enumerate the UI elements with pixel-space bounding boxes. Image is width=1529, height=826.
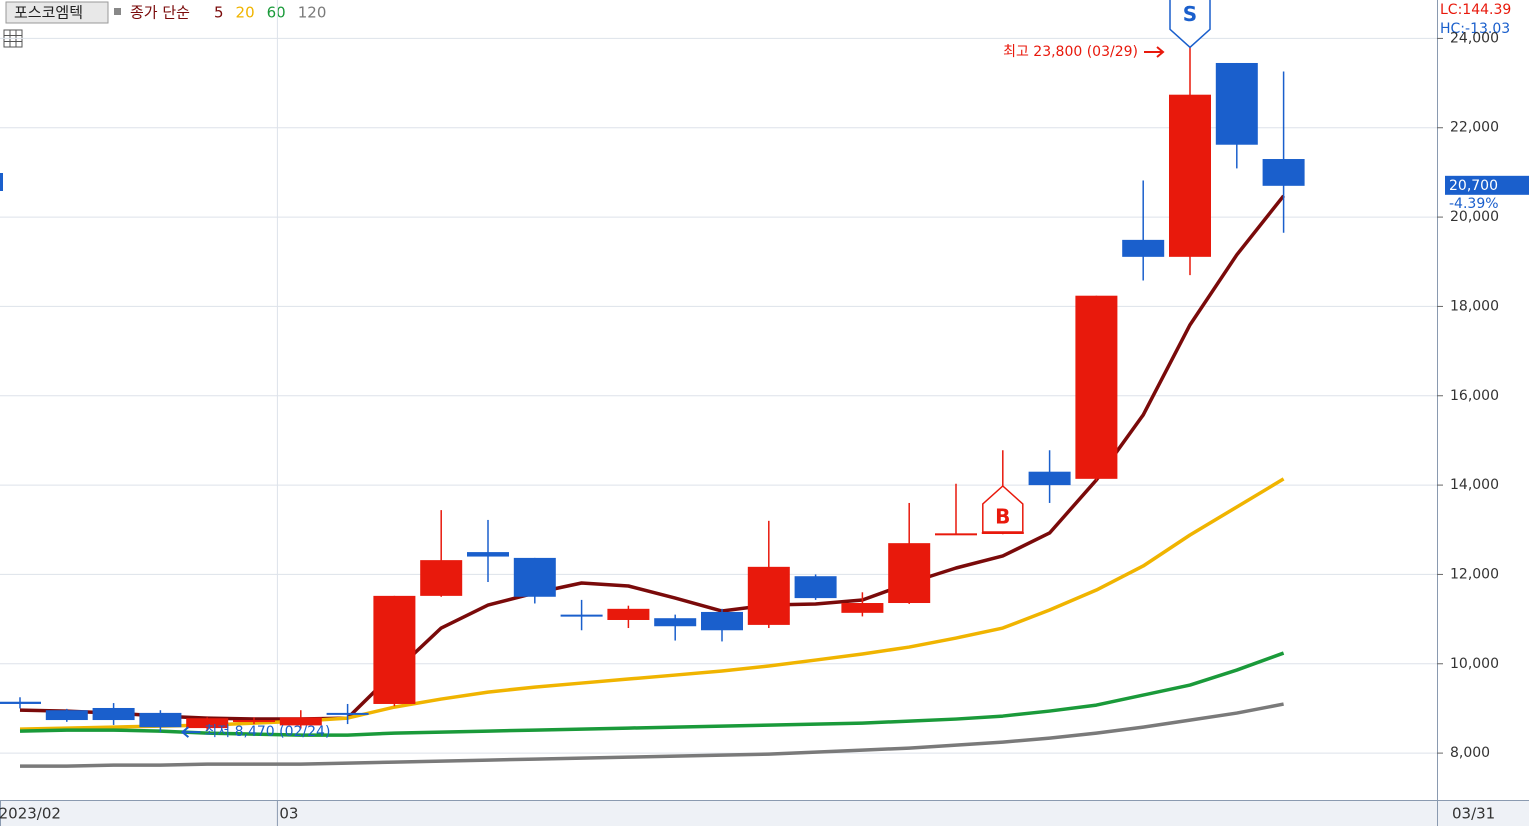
y-tick-label: 20,000 [1450,209,1499,225]
buy-signal-box [982,484,1024,533]
legend-icon [114,8,121,15]
candle-body [1262,159,1305,186]
y-tick-label: 10,000 [1450,656,1499,672]
y-tick-label: 12,000 [1450,566,1499,582]
y-tick-label: 8,000 [1450,745,1490,761]
candle-body [654,618,697,627]
legend-label: 종가 단순 [130,4,190,22]
hc-value: HC:-13.03 [1440,21,1510,37]
last-price: 20,700 [1449,178,1498,194]
stock-name: 포스코엠텍 [14,4,83,22]
candle-body [279,717,322,726]
candle-body [373,595,416,704]
y-tick-label: 14,000 [1450,477,1499,493]
candle-body [513,557,556,597]
lc-value: LC:144.39 [1440,2,1511,18]
low-arrow [180,726,201,738]
grid-icon-lines [4,30,22,47]
candle-body [45,710,88,721]
candle-body [841,603,884,613]
high-note: 최고 23,800 (03/29) [1003,44,1138,60]
legend-entry: 20 [236,4,255,22]
date-box [1438,801,1529,826]
candle-body [1075,295,1118,479]
x-tick-label: 2023/02 [0,805,61,823]
candle-body [186,718,229,729]
candle-body [607,608,650,620]
candle-body [1215,62,1258,145]
bottom-axis-area [0,801,1437,826]
candle-body [139,712,182,728]
y-tick-label: 18,000 [1450,298,1499,314]
candle-body [1028,471,1071,486]
candle-body [888,543,931,604]
right-axis-area [1437,0,1529,826]
last-price-box [1445,175,1529,195]
candle-body [467,552,509,557]
candle-body [747,566,790,625]
x-tick-label: 03 [279,805,298,823]
y-tick-label: 22,000 [1450,120,1499,136]
y-tick-label: 16,000 [1450,388,1499,404]
ma-line [19,651,1285,737]
candle-body [1169,94,1211,257]
candle-body [326,712,369,715]
last-date: 03/31 [1452,805,1495,823]
y-tick-label: 24,000 [1450,30,1499,46]
candle-body [560,614,603,617]
ma-line [20,702,1284,768]
legend-entry: 60 [267,4,286,22]
candle-body [701,611,743,631]
legend-entry: 5 [214,4,224,22]
ma-line [19,194,1285,721]
candle-body [794,576,837,599]
stock-name-box [5,1,109,24]
candle-body [935,533,977,536]
low-note: 최저 8,470 (02/24) [204,724,330,740]
candle-body [981,531,1024,534]
legend: 포스코엠텍 종가 단순 5 20 60 120 [5,1,327,24]
high-arrow [1144,46,1165,58]
candle-body [1122,239,1165,257]
left-marker [0,173,3,191]
candle-body [233,720,275,723]
sell-signal-box [1169,0,1211,49]
legend-entry: 120 [298,4,327,22]
candle-body [92,707,135,721]
buy-signal: B [995,504,1010,528]
ma-line [19,477,1285,731]
candle-body [420,560,463,596]
sell-signal: S [1183,2,1197,26]
last-change: -4.39% [1449,196,1499,212]
candle-body [0,701,41,704]
